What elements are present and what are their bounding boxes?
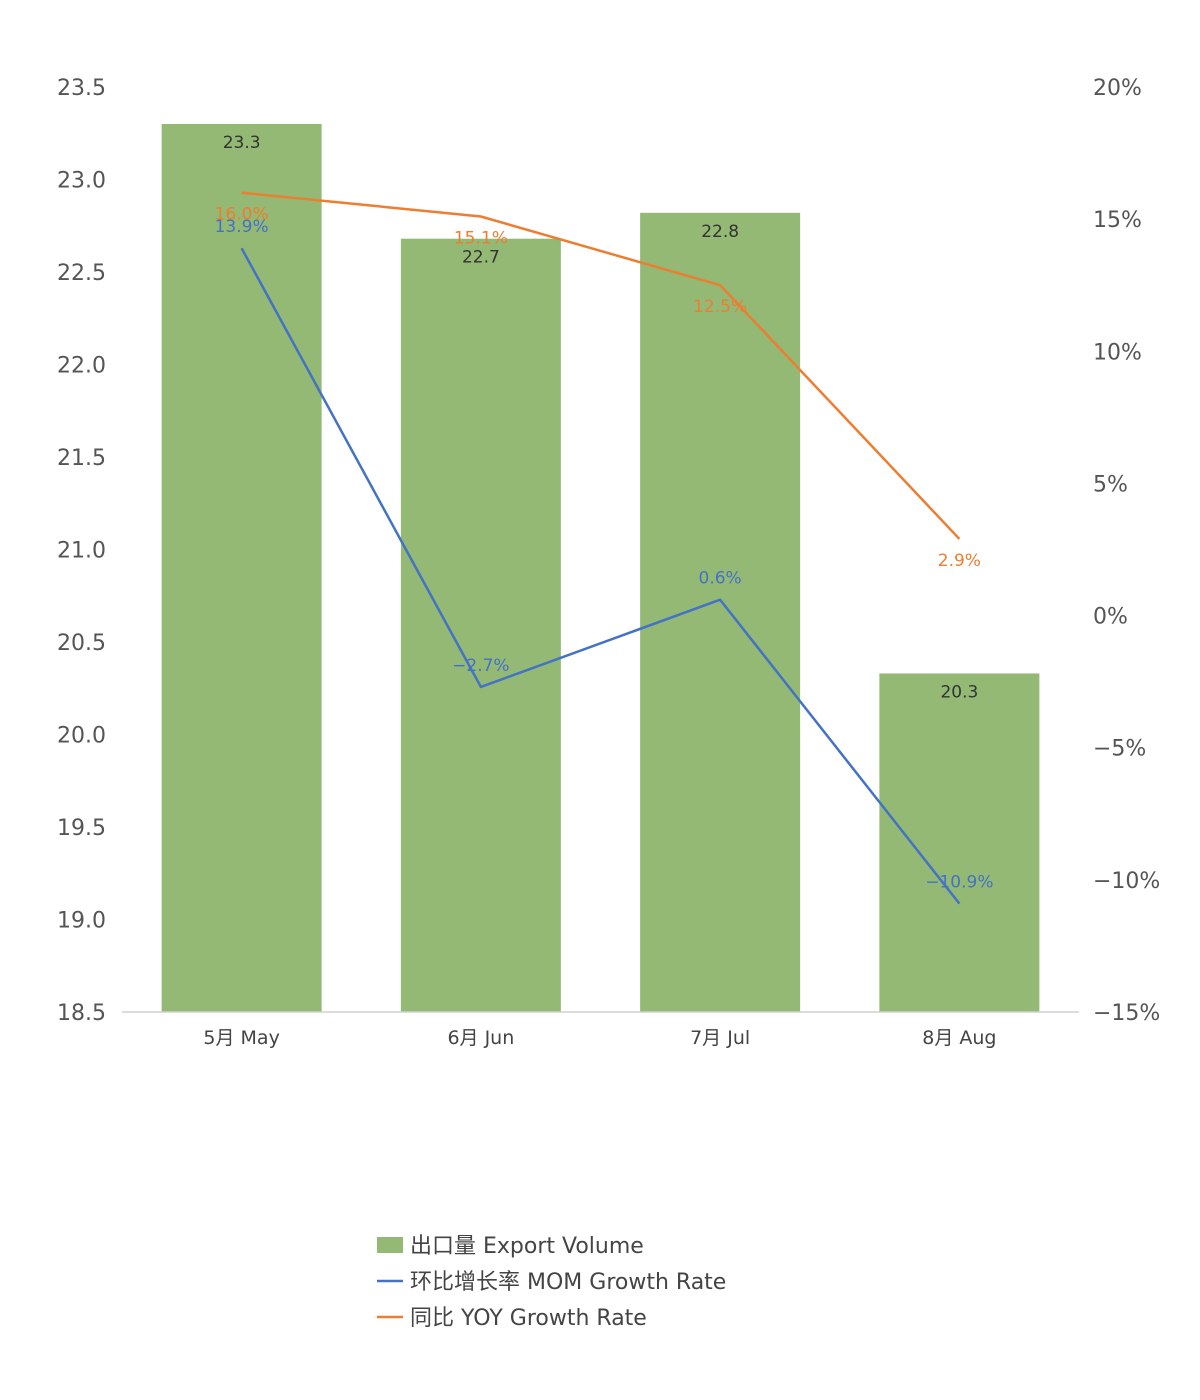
left-axis-tick: 21.0 [57,539,106,564]
category-label: 5月 May [203,1027,279,1049]
left-axis-tick: 21.5 [57,446,106,471]
left-axis-tick: 20.0 [57,724,106,749]
legend: 出口量 Export Volume 环比增长率 MOM Growth Rate 同比… [377,1234,726,1331]
line-data-label: 12.5% [693,297,747,317]
bar-data-label: 23.3 [223,133,261,153]
bar-data-label: 22.7 [462,248,500,268]
category-label: 6月 Jun [447,1027,514,1049]
line-data-label: −2.7% [452,656,509,676]
legend-label: 环比增长率 MOM Growth Rate [410,1270,726,1295]
series-line [240,247,961,905]
category-label: 7月 Jul [690,1027,750,1049]
bar [640,212,801,1013]
right-axis-tick: 0% [1093,605,1128,630]
line-data-label: 13.9% [215,217,269,237]
right-axis-tick: 10% [1093,340,1142,365]
line-data-label: 16.0% [215,205,269,225]
right-axis-tick: −5% [1093,737,1146,762]
bar-data-label: 20.3 [940,682,978,702]
legend-swatch-bar [377,1237,403,1253]
left-axis-tick: 19.5 [57,816,106,841]
category-label: 8月 Aug [922,1027,996,1049]
left-axis-tick: 19.0 [57,909,106,934]
lines-layer [240,191,961,905]
left-axis-tick: 22.0 [57,354,106,379]
left-axis-ticks: 18.5 19.0 19.5 20.0 20.5 21.0 21.5 22.0 22.5 23.0… [57,76,106,1026]
right-axis-ticks: −15% −10% −5% 0% 5% 10% 15% 20% [1093,76,1160,1026]
bars-layer [161,124,1040,1013]
left-axis-tick: 22.5 [57,261,106,286]
legend-label: 出口量 Export Volume [410,1234,644,1259]
bar [400,238,561,1012]
right-axis-tick: −10% [1093,869,1160,894]
left-axis-tick: 23.5 [57,76,106,101]
bar-data-label: 22.8 [701,222,739,242]
left-axis-tick: 18.5 [57,1001,106,1026]
right-axis-tick: 15% [1093,208,1142,233]
line-data-label: 15.1% [454,229,508,249]
line-data-label: 0.6% [699,569,742,589]
data-labels-layer: 23.3 22.7 22.8 20.3 13.9% −2.7% 0.6% −10.9% 16.0… [215,133,994,893]
right-axis-tick: 20% [1093,76,1142,101]
legend-label: 同比 YOY Growth Rate [410,1306,647,1331]
line-data-label: 2.9% [938,551,981,571]
line-data-label: −10.9% [925,873,993,893]
left-axis-tick: 20.5 [57,631,106,656]
right-axis-tick: 5% [1093,472,1128,497]
right-axis-tick: −15% [1093,1001,1160,1026]
left-axis-tick: 23.0 [57,169,106,194]
category-labels: 5月 May 6月 Jun 7月 Jul 8月 Aug [203,1027,996,1049]
bar [879,673,1040,1012]
bar [161,124,322,1012]
series-line [241,191,961,540]
